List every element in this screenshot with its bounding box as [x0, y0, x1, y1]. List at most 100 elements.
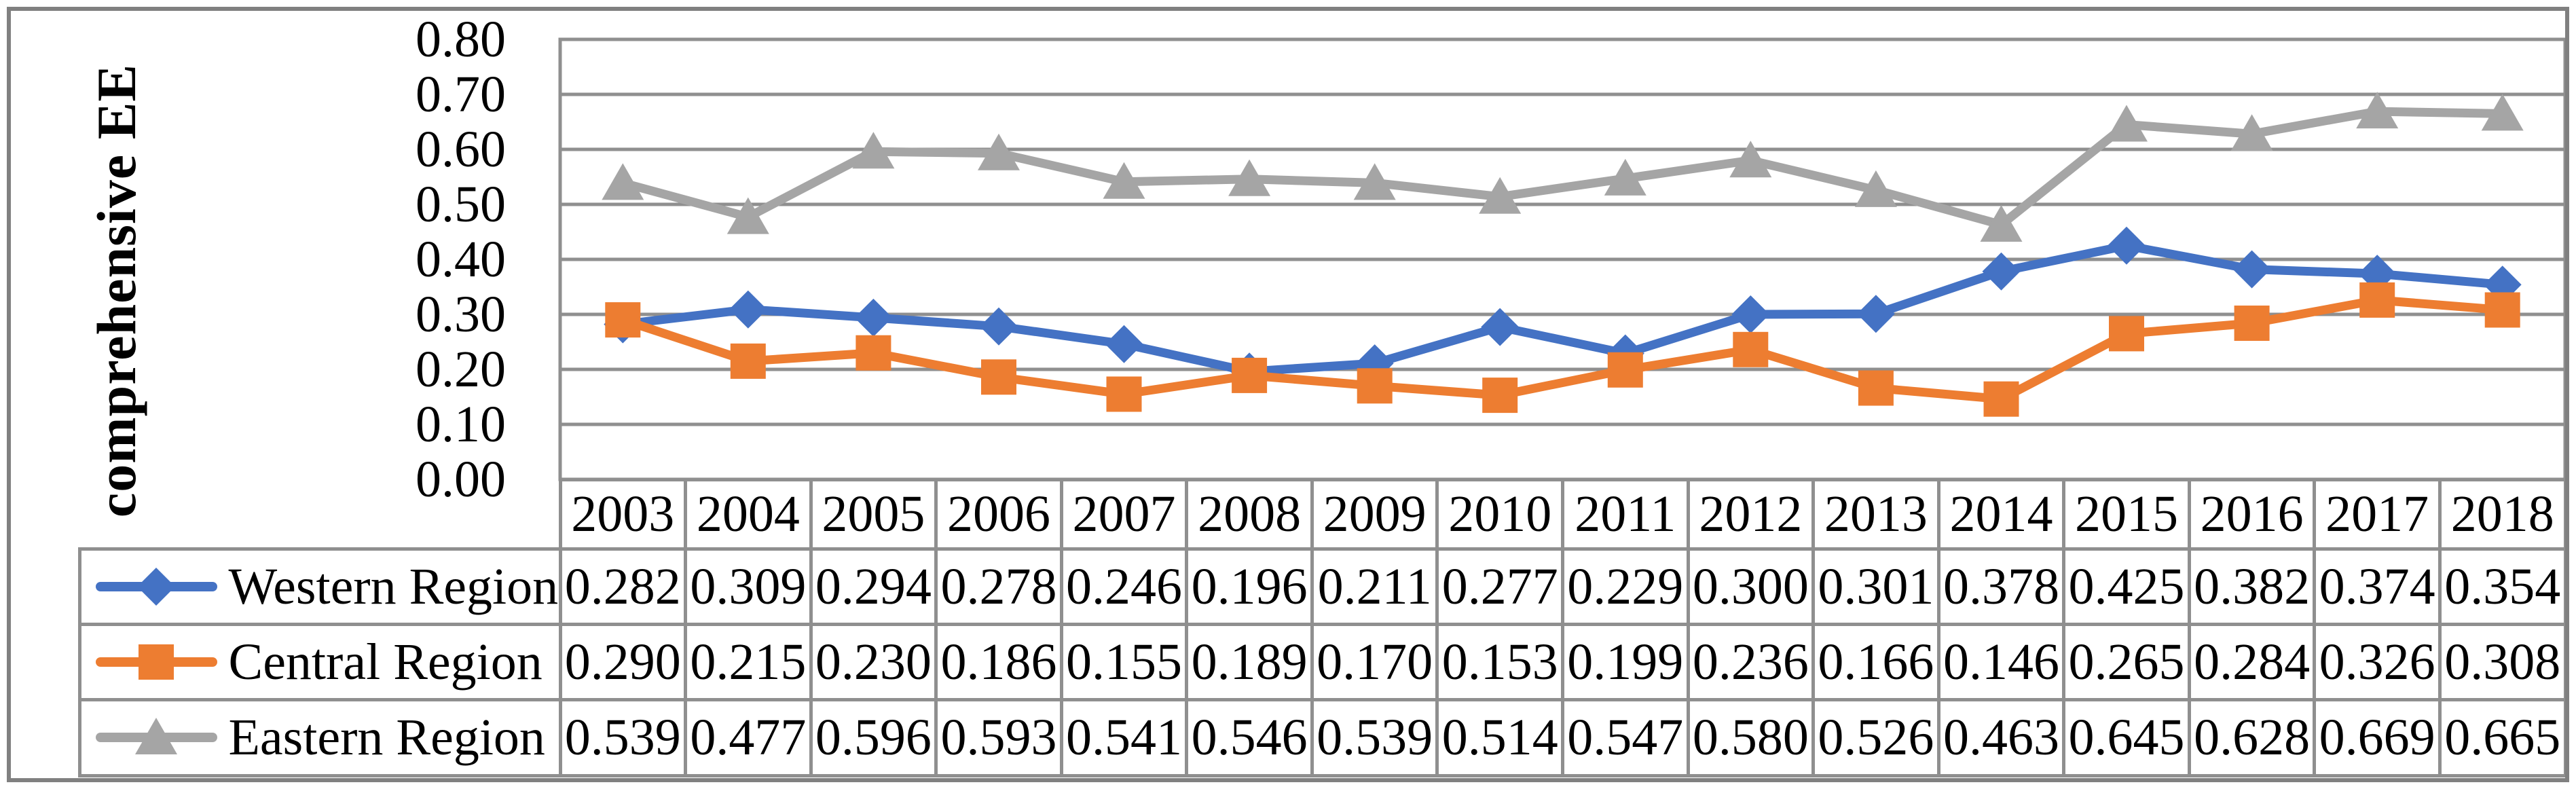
- central-region-marker-icon: [981, 359, 1016, 395]
- legend-row: Western Region: [81, 550, 559, 623]
- y-axis-tick-label: 0.70: [416, 66, 506, 123]
- central-region-marker-icon: [1607, 352, 1643, 388]
- y-axis-tick-label: 0.80: [416, 11, 506, 68]
- value-cell: 0.294: [812, 550, 935, 623]
- eastern-region-marker-icon: [1980, 205, 2023, 242]
- eastern-region-marker-icon: [1479, 177, 1522, 214]
- value-cell: 0.309: [687, 550, 809, 623]
- value-cell: 0.546: [1188, 701, 1310, 774]
- value-cell: 0.378: [1940, 550, 2063, 623]
- central-region-marker-icon: [855, 335, 891, 371]
- year-header-cell: 2003: [562, 481, 684, 547]
- value-cell: 0.645: [2065, 701, 2188, 774]
- value-cell: 0.186: [938, 625, 1060, 699]
- y-axis-tick-label: 0.30: [416, 286, 506, 343]
- central-region-marker-icon: [1858, 370, 1894, 406]
- year-header-cell: 2007: [1063, 481, 1185, 547]
- value-cell: 0.374: [2316, 550, 2438, 623]
- central-region-marker-icon: [1733, 331, 1769, 367]
- value-cell: 0.278: [938, 550, 1060, 623]
- western-region-legend-marker-icon: [95, 567, 217, 606]
- year-header-cell: 2011: [1564, 481, 1687, 547]
- value-cell: 0.199: [1564, 625, 1687, 699]
- central-region-marker-icon: [1232, 357, 1268, 393]
- central-region-marker-icon: [1106, 376, 1142, 412]
- eastern-region-marker-icon: [1854, 170, 1897, 207]
- value-cell: 0.215: [687, 625, 809, 699]
- eastern-region-marker-icon: [2230, 114, 2273, 151]
- y-axis-tick-label: 0.40: [416, 231, 506, 288]
- value-cell: 0.580: [1689, 701, 1812, 774]
- legend-row: Central Region: [81, 625, 559, 699]
- western-region-marker-icon: [1856, 295, 1895, 333]
- y-axis-tick-label: 0.10: [416, 396, 506, 453]
- value-cell: 0.541: [1063, 701, 1185, 774]
- year-header-cell: 2017: [2316, 481, 2438, 547]
- legend-label: Central Region: [228, 633, 542, 691]
- value-cell: 0.282: [562, 550, 684, 623]
- value-cell: 0.170: [1313, 625, 1436, 699]
- legend-label: Eastern Region: [228, 709, 545, 767]
- eastern-region-marker-icon: [1729, 141, 1772, 178]
- year-header-cell: 2009: [1313, 481, 1436, 547]
- year-header-cell: 2016: [2190, 481, 2313, 547]
- central-region-marker-icon: [1357, 368, 1393, 404]
- year-header-cell: 2008: [1188, 481, 1310, 547]
- eastern-region-line: [618, 107, 2507, 230]
- y-axis-tick-label: 0.50: [416, 176, 506, 233]
- value-cell: 0.425: [2065, 550, 2188, 623]
- value-cell: 0.593: [938, 701, 1060, 774]
- central-region-marker-icon: [1983, 381, 2019, 417]
- value-cell: 0.669: [2316, 701, 2438, 774]
- central-region-marker-icon: [730, 343, 766, 379]
- value-cell: 0.477: [687, 701, 809, 774]
- central-region-marker-icon: [2234, 306, 2270, 341]
- value-cell: 0.290: [562, 625, 684, 699]
- eastern-region-marker-icon: [2105, 105, 2148, 142]
- value-cell: 0.211: [1313, 550, 1436, 623]
- value-cell: 0.665: [2441, 701, 2564, 774]
- value-cell: 0.189: [1188, 625, 1310, 699]
- year-header-cell: 2004: [687, 481, 809, 547]
- eastern-region-marker-icon: [602, 163, 644, 200]
- legend-label: Western Region: [228, 557, 559, 615]
- year-header-cell: 2014: [1940, 481, 2063, 547]
- y-axis-tick-label: 0.60: [416, 121, 506, 178]
- legend-table: Western Region Central Region Eastern Regi…: [77, 547, 562, 777]
- value-cell: 0.463: [1940, 701, 2063, 774]
- data-table: 2003 2004 2005 2006 2007 2008 2009 2010 2011 2012…: [558, 477, 2567, 777]
- central-region-marker-icon: [605, 302, 641, 338]
- year-header-cell: 2005: [812, 481, 935, 547]
- western-region-marker-icon: [1982, 252, 2021, 291]
- western-region-marker-icon: [1481, 308, 1520, 346]
- year-header-cell: 2010: [1439, 481, 1561, 547]
- central-region-marker-icon: [2484, 292, 2520, 328]
- value-cell: 0.547: [1564, 701, 1687, 774]
- eastern-region-marker-icon: [852, 132, 895, 169]
- value-cell: 0.301: [1815, 550, 1937, 623]
- value-cell: 0.382: [2190, 550, 2313, 623]
- value-cell: 0.246: [1063, 550, 1185, 623]
- western-region-marker-icon: [729, 290, 767, 329]
- eastern-region-marker-icon: [1103, 162, 1145, 199]
- western-region-marker-icon: [854, 298, 893, 337]
- value-cell: 0.284: [2190, 625, 2313, 699]
- y-axis-title: comprehensive EE: [86, 63, 147, 518]
- y-axis-tick-label: 0.00: [416, 451, 506, 508]
- year-header-cell: 2018: [2441, 481, 2564, 547]
- value-cell: 0.526: [1815, 701, 1937, 774]
- value-cell: 0.514: [1439, 701, 1561, 774]
- value-cell: 0.265: [2065, 625, 2188, 699]
- value-cell: 0.196: [1188, 550, 1310, 623]
- value-cell: 0.354: [2441, 550, 2564, 623]
- value-cell: 0.300: [1689, 550, 1812, 623]
- y-axis-tick-label: 0.20: [416, 341, 506, 398]
- year-header-cell: 2012: [1689, 481, 1812, 547]
- value-cell: 0.596: [812, 701, 935, 774]
- western-region-marker-icon: [2232, 250, 2271, 289]
- year-header-cell: 2013: [1815, 481, 1937, 547]
- central-region-line: [618, 295, 2507, 404]
- central-region-marker-icon: [2359, 282, 2395, 318]
